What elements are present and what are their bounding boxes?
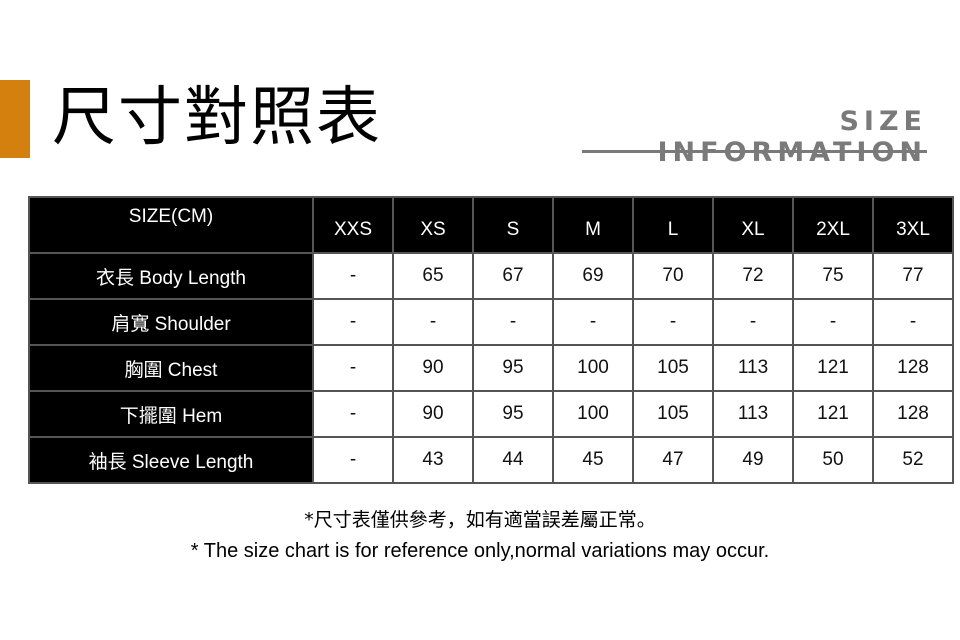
table-cell: - (872, 298, 954, 346)
row-label: 衣長 Body Length (28, 252, 314, 300)
size-header: XXS (312, 196, 394, 254)
table-cell: 100 (552, 390, 634, 438)
table-cell: 128 (872, 390, 954, 438)
table-header-row: SIZE(CM) XXS XS S M L XL 2XL 3XL (28, 196, 954, 254)
table-cell: 49 (712, 436, 794, 484)
table-cell: 95 (472, 344, 554, 392)
table-cell: 90 (392, 344, 474, 392)
table-row: 肩寬 Shoulder - - - - - - - - (28, 298, 954, 346)
table-cell: 50 (792, 436, 874, 484)
row-label: 肩寬 Shoulder (28, 298, 314, 346)
subtitle-underline (582, 150, 927, 153)
size-header: S (472, 196, 554, 254)
table-cell: - (712, 298, 794, 346)
table-row: 袖長 Sleeve Length -43 44 45 47 49 50 52 (28, 436, 954, 484)
table-cell: 45 (552, 436, 634, 484)
table-cell: 128 (872, 344, 954, 392)
table-cell: 47 (632, 436, 714, 484)
table-cell: 72 (712, 252, 794, 300)
page-subtitle: SIZE INFORMATION (657, 106, 927, 168)
table-cell: - (312, 344, 394, 392)
table-cell: - (552, 298, 634, 346)
table-cell: 70 (632, 252, 714, 300)
table-cell: - (632, 298, 714, 346)
table-cell: 44 (472, 436, 554, 484)
table-cell: 77 (872, 252, 954, 300)
table-cell: 75 (792, 252, 874, 300)
size-header: M (552, 196, 634, 254)
table-cell: 121 (792, 344, 874, 392)
table-cell: 43 (392, 436, 474, 484)
table-cell: - (312, 436, 394, 484)
table-cell: 100 (552, 344, 634, 392)
table-cell: 113 (712, 344, 794, 392)
table-cell: 113 (712, 390, 794, 438)
table-cell: - (312, 298, 394, 346)
table-cell: 90 (392, 390, 474, 438)
size-header: 3XL (872, 196, 954, 254)
table-cell: 67 (472, 252, 554, 300)
table-row: 胸圍 Chest -90 95 100 105 113 121 128 (28, 344, 954, 392)
table-row: 衣長 Body Length -65 67 69 70 72 75 77 (28, 252, 954, 300)
table-cell: 105 (632, 390, 714, 438)
table-cell: - (312, 252, 394, 300)
page-title: 尺寸對照表 (52, 81, 382, 155)
size-header: L (632, 196, 714, 254)
note-chinese: *尺寸表僅供參考，如有適當誤差屬正常。 (304, 509, 656, 531)
table-cell: 69 (552, 252, 634, 300)
accent-bar (0, 80, 30, 158)
table-cell: - (792, 298, 874, 346)
corner-header: SIZE(CM) (28, 196, 314, 254)
table-cell: - (312, 390, 394, 438)
row-label: 下擺圍 Hem (28, 390, 314, 438)
size-header: XL (712, 196, 794, 254)
table-cell: 95 (472, 390, 554, 438)
table-cell: 52 (872, 436, 954, 484)
table-row: 下擺圍 Hem -90 95 100 105 113 121 128 (28, 390, 954, 438)
table-cell: - (392, 298, 474, 346)
size-header: XS (392, 196, 474, 254)
size-header: 2XL (792, 196, 874, 254)
table-cell: 105 (632, 344, 714, 392)
row-label: 袖長 Sleeve Length (28, 436, 314, 484)
size-table: SIZE(CM) XXS XS S M L XL 2XL 3XL 衣長 Body Length… (28, 196, 954, 484)
table-cell: 121 (792, 390, 874, 438)
note-english: * The size chart is for reference only,n… (190, 540, 770, 562)
table-cell: - (472, 298, 554, 346)
row-label: 胸圍 Chest (28, 344, 314, 392)
table-cell: 65 (392, 252, 474, 300)
